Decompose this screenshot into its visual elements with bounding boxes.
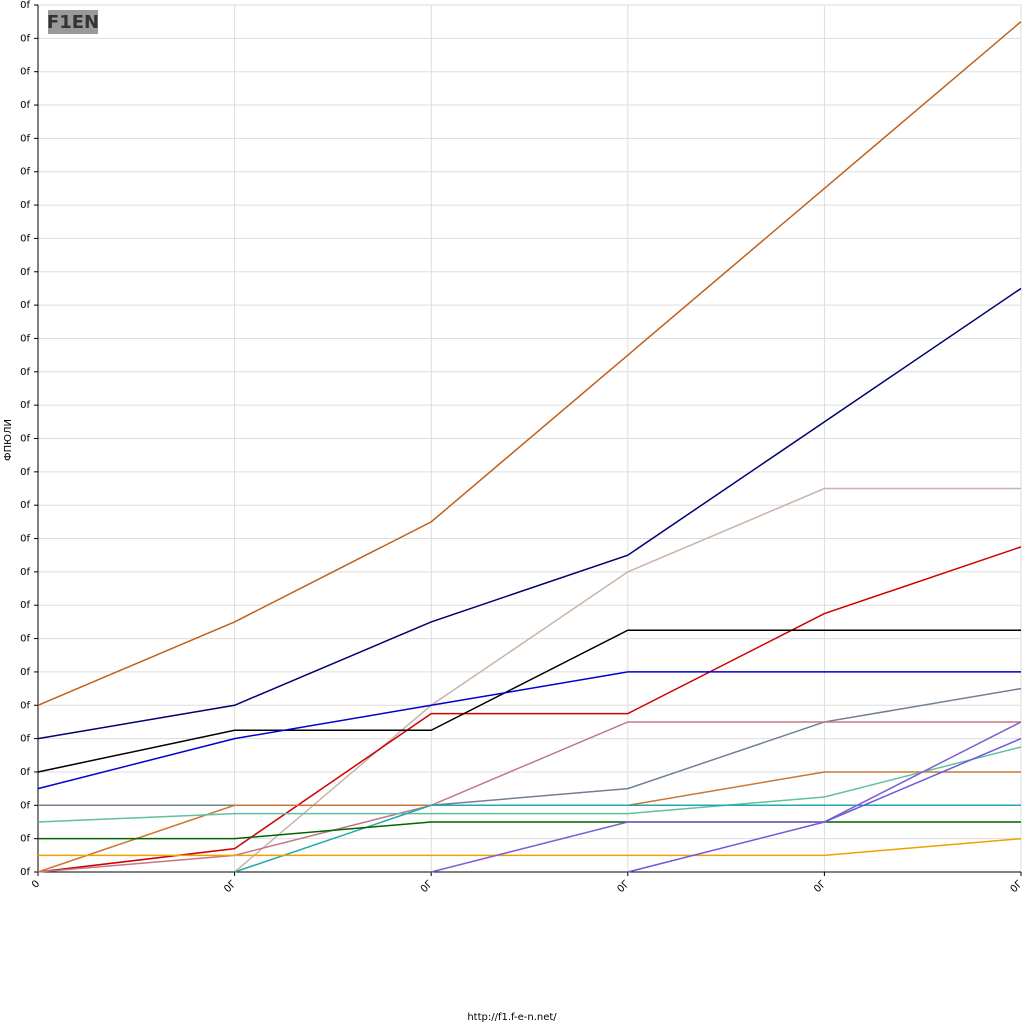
y-tick-label: 0f xyxy=(20,634,30,645)
y-tick-label: 0f xyxy=(20,534,30,545)
series-line xyxy=(37,21,1022,706)
y-tick-label: 0f xyxy=(20,167,30,178)
series-line xyxy=(38,821,1021,840)
footer: http://f1.f-e-n.net/ xyxy=(467,1012,557,1023)
y-axis-label: ФПЮЛИ xyxy=(3,419,14,461)
y-tick-label: 0f xyxy=(20,567,30,578)
series-line xyxy=(234,487,1021,873)
y-tick-label: 0f xyxy=(20,333,30,344)
logo-text: F1EN xyxy=(47,12,99,33)
y-tick-label: 0f xyxy=(20,133,30,144)
y-tick-label: 0f xyxy=(20,767,30,778)
x-tick-label: 0Г xyxy=(812,878,829,895)
y-tick-label: 0f xyxy=(20,233,30,244)
y-tick-label: 0f xyxy=(20,700,30,711)
y-tick-label: 0f xyxy=(20,600,30,611)
series-line xyxy=(627,737,1022,873)
series-line xyxy=(38,837,1022,857)
y-tick-label: 0f xyxy=(20,200,30,211)
y-tick-label: 0f xyxy=(20,800,30,811)
x-tick-label: 0Г xyxy=(1009,878,1024,895)
x-tick-label: 0Г xyxy=(615,878,632,895)
series-line xyxy=(37,546,1022,873)
y-tick-label: 0f xyxy=(20,0,30,11)
series-line xyxy=(38,687,1022,807)
y-tick-label: 0f xyxy=(20,434,30,445)
series-line xyxy=(37,721,1021,873)
y-tick-label: 0f xyxy=(20,467,30,478)
y-tick-label: 0f xyxy=(20,867,30,878)
y-tick-label: 0f xyxy=(20,734,30,745)
y-tick-label: 0f xyxy=(20,367,30,378)
logo: F1EN xyxy=(47,10,99,34)
y-tick-label: 0f xyxy=(20,100,30,111)
y-tick-label: 0f xyxy=(20,67,30,78)
y-tick-label: 0f xyxy=(20,500,30,511)
series-line xyxy=(431,721,1022,873)
series-line xyxy=(37,746,1022,823)
y-tick-label: 0f xyxy=(20,267,30,278)
x-tick-label: 0Г xyxy=(222,878,239,895)
y-tick-label: 0f xyxy=(20,300,30,311)
y-tick-label: 0f xyxy=(20,400,30,411)
series-line xyxy=(37,629,1021,773)
y-tick-label: 0f xyxy=(20,33,30,44)
logo-box xyxy=(48,10,98,34)
y-tick-label: 0f xyxy=(20,834,30,845)
x-tick-label: 0Г xyxy=(419,878,436,895)
x-tick-label: 0 xyxy=(30,878,42,890)
series-line xyxy=(37,671,1021,790)
series-line xyxy=(37,287,1022,740)
y-tick-label: 0f xyxy=(20,667,30,678)
